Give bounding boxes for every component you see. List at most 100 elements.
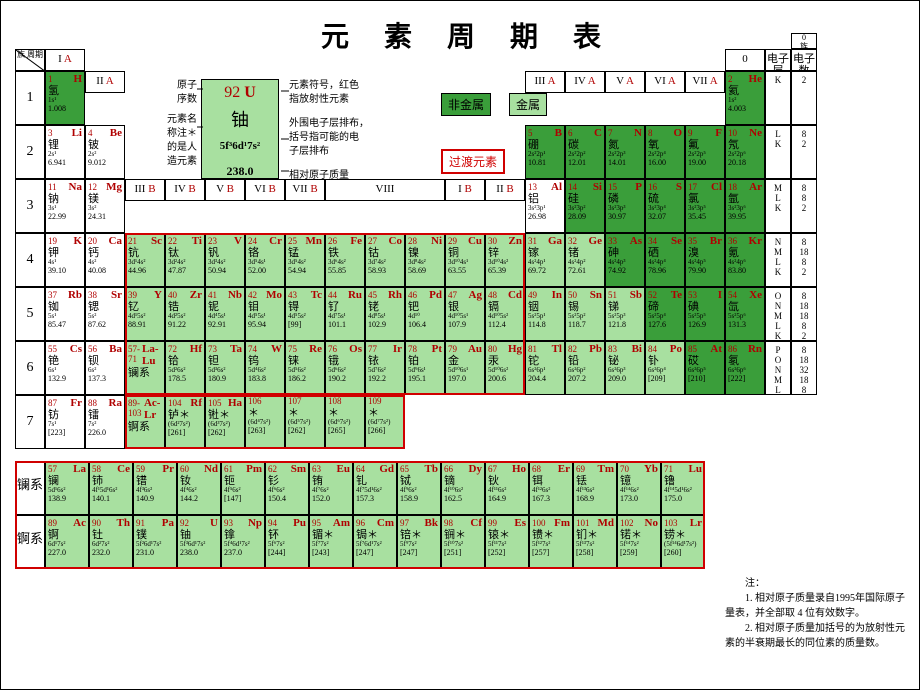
periodic-table-page: 元 素 周 期 表 族 周期 非金属 金属 过渡元素 92 U 铀 5f³6d¹… [0, 0, 920, 690]
page-title: 元 素 周 期 表 [321, 15, 615, 55]
element-30: 30 Zn 锌3d¹⁰4s²65.39 [485, 233, 525, 287]
element-13: 13 Al 铝3s²3p¹26.98 [525, 179, 565, 233]
shell-layer-2: L K [765, 125, 791, 179]
shell-hdr-count: 电子数 [791, 49, 817, 71]
element-51: 51 Sb 锑5s²5p³121.8 [605, 287, 645, 341]
group-4b: IV B [165, 179, 205, 201]
lan-65: 65 Tb 铽4f⁹6s²158.9 [397, 461, 441, 515]
lan-59: 59 Pr 镨4f³6s²140.9 [133, 461, 177, 515]
lan-64: 64 Gd 钆4f⁷5d¹6s²157.3 [353, 461, 397, 515]
example-cell: 92 U 铀 5f³6d¹7s² 238.0 [201, 79, 279, 179]
element-105: 105 Ha 𬭊＊(6d³7s²)[262] [205, 395, 245, 449]
element-47: 47 Ag 银4d¹⁰5s¹107.9 [445, 287, 485, 341]
group-5b: V B [205, 179, 245, 201]
act-89: 89 Ac 锕6d¹7s²227.0 [45, 515, 89, 569]
element-77: 77 Ir 铱5d⁷6s²192.2 [365, 341, 405, 395]
lan-62: 62 Sm 钐4f⁶6s²150.4 [265, 461, 309, 515]
element-106: 106 ＊(6d⁴7s²)[263] [245, 395, 285, 449]
group-13a: III A [525, 71, 565, 93]
element-39: 39 Y 钇4d¹5s²88.91 [125, 287, 165, 341]
element-44: 44 Ru 钌4d⁷5s¹101.1 [325, 287, 365, 341]
legend-metal: 金属 [509, 93, 547, 116]
element-28: 28 Ni 镍3d⁸4s²58.69 [405, 233, 445, 287]
group-1b: I B [445, 179, 485, 201]
element-20: 20 Ca 钙4s²40.08 [85, 233, 125, 287]
shell-layer-5: O N M L K [765, 287, 791, 341]
act-100: 100 Fm 镄＊5f¹²7s²[257] [529, 515, 573, 569]
act-101: 101 Md 钔＊5f¹³7s²[258] [573, 515, 617, 569]
period-6: 6 [15, 341, 45, 395]
lan-61: 61 Pm 钷4f⁵6s²[147] [221, 461, 265, 515]
act-96: 96 Cm 锔＊5f⁷6d¹7s²[247] [353, 515, 397, 569]
element-49: 49 In 铟5s²5p¹114.8 [525, 287, 565, 341]
element-4: 4 Be 铍2s²9.012 [85, 125, 125, 179]
element-7: 7 N 氮2s²2p³14.01 [605, 125, 645, 179]
zero-zu: 0族 [791, 33, 817, 49]
element-42: 42 Mo 钼4d⁵5s¹95.94 [245, 287, 285, 341]
element-86: 86 Rn 氡6s²6p⁶[222] [725, 341, 765, 395]
shell-count-6: 8 18 32 18 8 2 [791, 341, 817, 395]
element-89-103: 89-103 Ac-Lr 锕系 [125, 395, 165, 449]
shell-layer-4: N M L K [765, 233, 791, 287]
element-12: 12 Mg 镁3s²24.31 [85, 179, 125, 233]
element-15: 15 P 磷3s²3p³30.97 [605, 179, 645, 233]
element-104: 104 Rf 𬬻＊(6d²7s²)[261] [165, 395, 205, 449]
element-22: 22 Ti 钛3d²4s²47.87 [165, 233, 205, 287]
element-17: 17 Cl 氯3s²3p⁵35.45 [685, 179, 725, 233]
element-14: 14 Si 硅3s²3p²28.09 [565, 179, 605, 233]
act-93: 93 Np 镎5f⁴6d¹7s²237.0 [221, 515, 265, 569]
element-48: 48 Cd 镉4d¹⁰5s²112.4 [485, 287, 525, 341]
element-32: 32 Ge 锗4s²4p²72.61 [565, 233, 605, 287]
element-56: 56 Ba 钡6s²137.3 [85, 341, 125, 395]
lan-label: 镧系 [15, 461, 45, 515]
element-21: 21 Sc 钪3d¹4s²44.96 [125, 233, 165, 287]
element-9: 9 F 氟2s²2p⁵19.00 [685, 125, 725, 179]
element-19: 19 K 钾4s¹39.10 [45, 233, 85, 287]
act-97: 97 Bk 锫＊5f⁹7s²[247] [397, 515, 441, 569]
element-41: 41 Nb 铌4d⁴5s¹92.91 [205, 287, 245, 341]
lan-69: 69 Tm 铥4f¹³6s²168.9 [573, 461, 617, 515]
element-24: 24 Cr 铬3d⁵4s¹52.00 [245, 233, 285, 287]
element-45: 45 Rh 铑4d⁸5s¹102.9 [365, 287, 405, 341]
legend-nonmetal: 非金属 [441, 93, 491, 116]
act-92: 92 U 铀5f³6d¹7s²238.0 [177, 515, 221, 569]
lan-57: 57 La 镧5d¹6s²138.9 [45, 461, 89, 515]
notes-block: 注： 1. 相对原子质量录自1995年国际原子量表，并全部取 4 位有效数字。 … [725, 576, 905, 651]
element-31: 31 Ga 镓4s²4p¹69.72 [525, 233, 565, 287]
group-17a: VII A [685, 71, 725, 93]
shell-hdr-layer: 电子层 [765, 49, 791, 71]
anno-name: 元素名 称注＊ 的是人 造元素 [141, 113, 197, 169]
shell-count-3: 8 8 2 [791, 179, 817, 233]
element-72: 72 Hf 铪5d²6s²178.5 [165, 341, 205, 395]
group-0: 0 [725, 49, 765, 71]
lan-71: 71 Lu 镥4f¹⁴5d¹6s²175.0 [661, 461, 705, 515]
corner-label: 族 周期 [15, 49, 45, 71]
legend-transition: 过渡元素 [441, 149, 505, 174]
shell-count-1: 2 [791, 71, 817, 125]
element-40: 40 Zr 锆4d²5s²91.22 [165, 287, 205, 341]
act-98: 98 Cf 锎＊5f¹⁰7s²[251] [441, 515, 485, 569]
element-52: 52 Te 碲5s²5p⁴127.6 [645, 287, 685, 341]
element-54: 54 Xe 氙5s²5p⁶131.3 [725, 287, 765, 341]
element-108: 108 ＊(6d⁶7s²)[265] [325, 395, 365, 449]
element-26: 26 Fe 铁3d⁶4s²55.85 [325, 233, 365, 287]
element-82: 82 Pb 铅6s²6p²207.2 [565, 341, 605, 395]
element-33: 33 As 砷4s²4p³74.92 [605, 233, 645, 287]
element-29: 29 Cu 铜3d¹⁰4s¹63.55 [445, 233, 485, 287]
element-73: 73 Ta 钽5d³6s²180.9 [205, 341, 245, 395]
group-8: VIII [325, 179, 445, 201]
shell-layer-1: K [765, 71, 791, 125]
element-83: 83 Bi 铋6s²6p³209.0 [605, 341, 645, 395]
group-16a: VI A [645, 71, 685, 93]
lan-70: 70 Yb 镱4f¹⁴6s²173.0 [617, 461, 661, 515]
element-2: 2 He 氦1s²4.003 [725, 71, 765, 125]
period-3: 3 [15, 179, 45, 233]
element-3: 3 Li 锂2s¹6.941 [45, 125, 85, 179]
element-75: 75 Re 铼5d⁵6s²186.2 [285, 341, 325, 395]
element-11: 11 Na 钠3s¹22.99 [45, 179, 85, 233]
element-18: 18 Ar 氩3s²3p⁶39.95 [725, 179, 765, 233]
element-50: 50 Sn 锡5s²5p²118.7 [565, 287, 605, 341]
element-38: 38 Sr 锶5s²87.62 [85, 287, 125, 341]
element-87: 87 Fr 钫7s¹[223] [45, 395, 85, 449]
act-103: 103 Lr 铹＊(5f¹⁴6d¹7s²)[260] [661, 515, 705, 569]
